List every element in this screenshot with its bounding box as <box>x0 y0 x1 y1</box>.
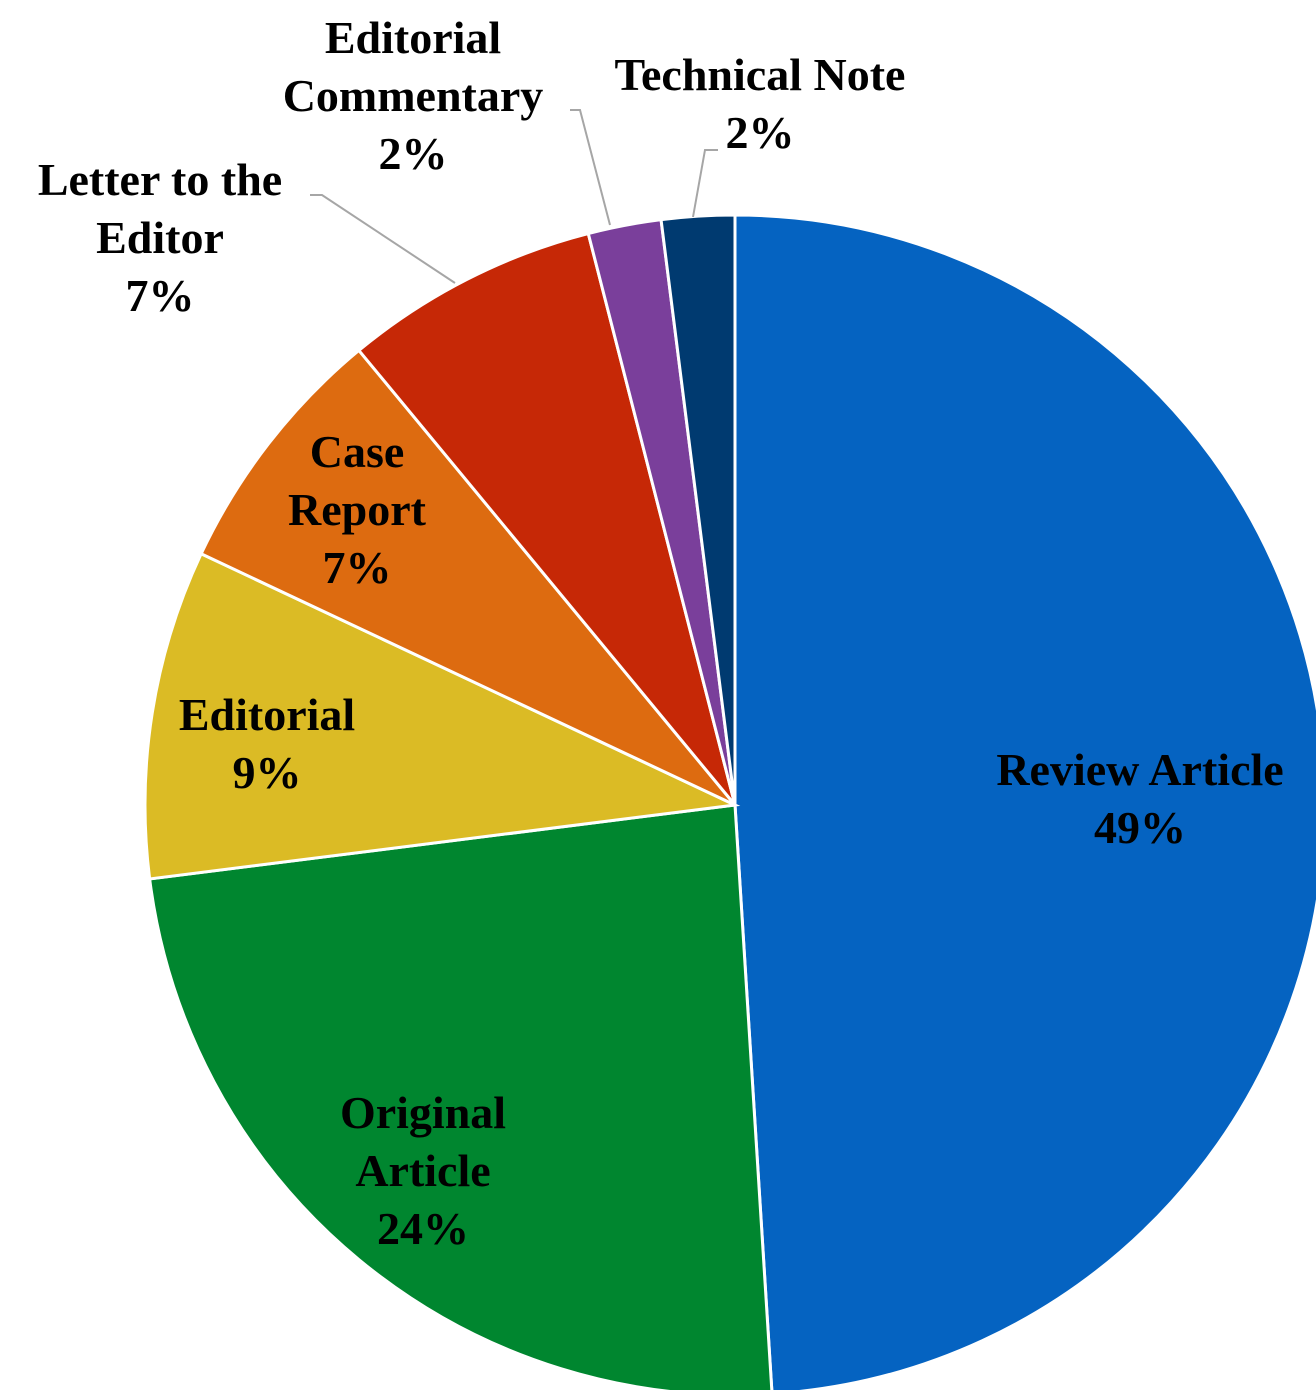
category-label: Technical Note <box>614 49 906 100</box>
value-label: 49% <box>1094 802 1186 853</box>
leader-line <box>570 109 611 226</box>
slice-label: Editorial Commentary 2% <box>253 9 573 183</box>
pie-slice <box>143 551 741 881</box>
value-label: 24% <box>377 1203 469 1254</box>
pie-slice <box>733 213 1316 1390</box>
slice-label: Review Article 49% <box>950 741 1316 857</box>
category-label: Letter to the Editor <box>37 154 283 263</box>
pie-slice <box>147 803 774 1390</box>
value-label: 2% <box>725 107 795 158</box>
category-label: Editorial Commentary <box>282 12 544 121</box>
slice-label: Editorial 9% <box>137 686 397 802</box>
category-label: Review Article <box>996 744 1284 795</box>
leader-line <box>310 194 456 284</box>
value-label: 7% <box>125 270 195 321</box>
pie-slice <box>356 231 737 806</box>
category-label: Case Report <box>288 426 426 535</box>
slice-label: Case Report 7% <box>267 423 447 597</box>
value-label: 7% <box>322 542 392 593</box>
slice-label: Technical Note 2% <box>570 46 950 162</box>
slice-label: Letter to the Editor 7% <box>10 151 310 325</box>
leader-line <box>692 149 718 218</box>
category-label: Editorial <box>178 689 356 740</box>
value-label: 9% <box>232 747 302 798</box>
value-label: 2% <box>378 128 448 179</box>
pie-slice <box>199 348 737 807</box>
slice-label: Original Article 24% <box>303 1084 543 1258</box>
category-label: Original Article <box>339 1087 507 1196</box>
pie-slice <box>659 213 737 806</box>
